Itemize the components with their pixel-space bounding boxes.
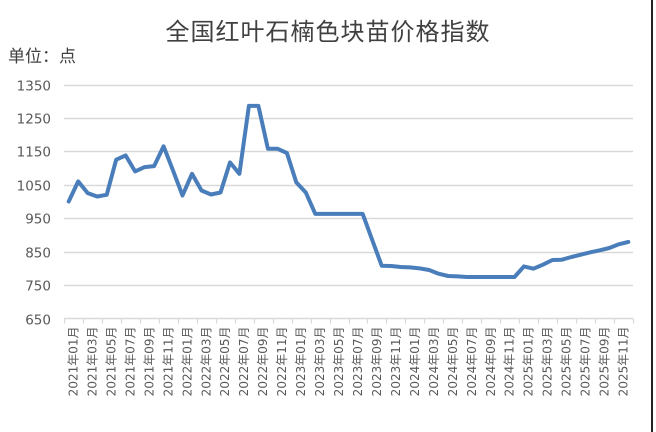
x-tick-label: 2024年07月: [465, 327, 479, 397]
x-tick-label: 2025年11月: [617, 327, 631, 397]
x-tick-label: 2024年05月: [446, 327, 460, 397]
x-tick-label: 2024年09月: [484, 327, 498, 397]
x-tick-label: 2023年03月: [313, 327, 327, 397]
x-tick-label: 2021年01月: [66, 327, 80, 397]
y-tick-label: 750: [25, 279, 51, 295]
y-tick-label: 1350: [17, 79, 51, 95]
x-tick-label: 2022年09月: [256, 327, 270, 397]
series-line: [66, 103, 631, 279]
y-tick-label: 950: [25, 212, 51, 228]
x-tick-label: 2023年09月: [370, 327, 384, 397]
x-tick-label: 2024年03月: [427, 327, 441, 397]
x-tick-label: 2025年07月: [579, 327, 593, 397]
y-tick-label: 650: [25, 313, 51, 329]
y-tick-label: 1250: [17, 112, 51, 128]
x-tick-label: 2022年03月: [199, 327, 213, 397]
unit-label: 单位：点: [8, 47, 76, 67]
x-tick-label: 2024年11月: [503, 327, 517, 397]
x-tick-label: 2025年09月: [598, 327, 612, 397]
x-tick-label: 2022年07月: [237, 327, 251, 397]
x-tick-label: 2023年01月: [294, 327, 308, 397]
x-tick-label: 2022年05月: [218, 327, 232, 397]
y-tick-label: 1150: [17, 145, 51, 161]
x-tick-label: 2021年07月: [123, 327, 137, 397]
x-tick-label: 2023年07月: [351, 327, 365, 397]
y-tick-label: 1050: [17, 179, 51, 195]
x-axis: 2021年01月 2021年03月 2021年05月 2021年07月 2021年09月…: [63, 317, 635, 397]
x-tick-label: 2021年05月: [104, 327, 118, 397]
chart-title: 全国红叶石楠色块苗价格指数: [165, 18, 491, 46]
x-tick-label: 2025年03月: [541, 327, 555, 397]
y-axis: 650 750 850 950 1050 1150 1250 1350: [17, 79, 51, 329]
y-tick-label: 850: [25, 246, 51, 262]
x-tick-label: 2021年03月: [85, 327, 99, 397]
data-series: [66, 103, 631, 279]
gridlines: [64, 84, 633, 287]
x-tick-label: 2021年11月: [161, 327, 175, 397]
x-tick-label: 2021年09月: [142, 327, 156, 397]
x-tick-label: 2023年11月: [389, 327, 403, 397]
x-tick-label: 2023年05月: [332, 327, 346, 397]
x-tick-label: 2025年01月: [522, 327, 536, 397]
x-tick-label: 2024年01月: [408, 327, 422, 397]
x-tick-label: 2025年05月: [560, 327, 574, 397]
x-tick-label: 2022年01月: [180, 327, 194, 397]
x-tick-label: 2022年11月: [275, 327, 289, 397]
